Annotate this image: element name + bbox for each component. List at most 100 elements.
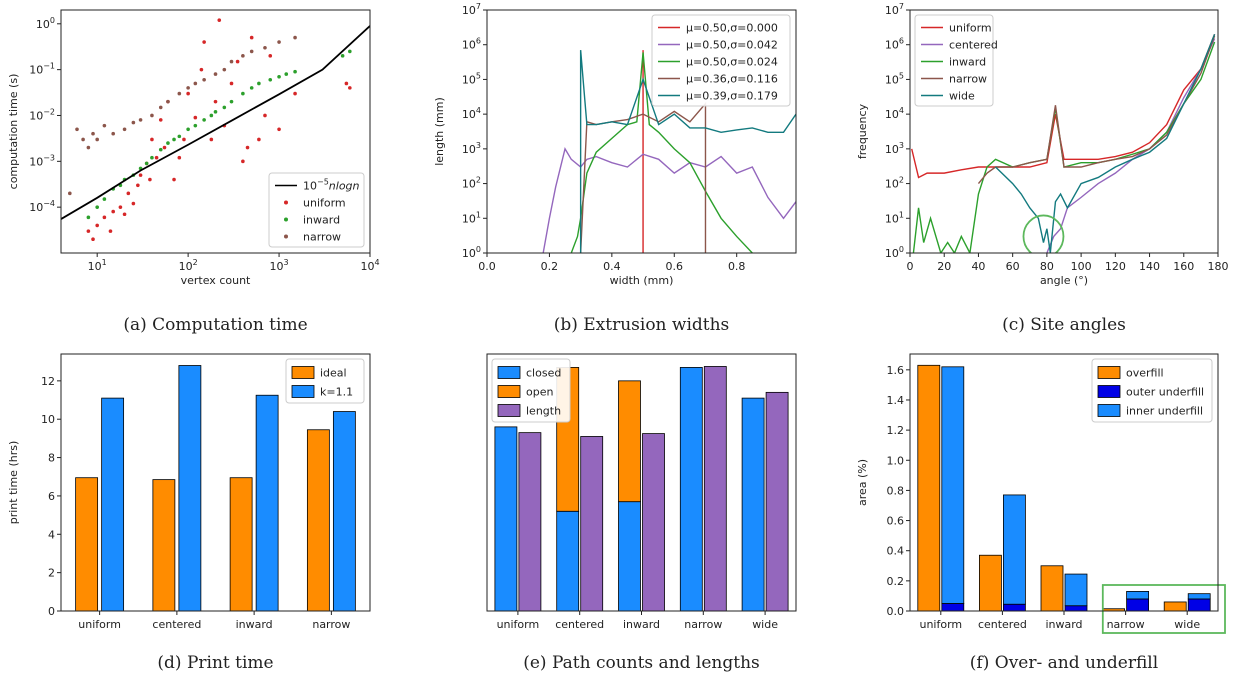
point-uniform <box>162 145 167 150</box>
y-axis-label: computation time (s) <box>7 74 20 190</box>
y-tick-label: 0.4 <box>887 545 905 558</box>
bar-k=1.1 <box>255 394 279 611</box>
y-tick-label: 10 <box>41 413 55 426</box>
legend: uniform centered inward narrow wide <box>914 14 998 107</box>
x-tick-label: 0.8 <box>728 260 746 273</box>
legend-label: uniform <box>949 22 992 35</box>
chart-d: 0 2 4 6 8 10 12 uniform centered inward narrow prin… <box>7 353 371 673</box>
bar-outer-underfill <box>941 603 965 611</box>
y-tick-label: 0.8 <box>887 484 905 497</box>
x-tick-label: 120 <box>1105 260 1126 273</box>
bar-k=1.1 <box>178 365 202 611</box>
point-narrow <box>293 35 297 40</box>
legend: ideal k=1.1 <box>285 358 365 404</box>
point-inward <box>166 141 170 145</box>
axes-frame <box>486 9 797 254</box>
point-inward <box>249 86 254 90</box>
legend-label: open <box>526 386 553 399</box>
point-uniform <box>209 137 214 142</box>
point-uniform <box>182 137 186 142</box>
bar-closed <box>741 397 765 611</box>
y-tick-label: 1.6 <box>887 364 905 377</box>
chart-b: 100 101 102 103 104 105 106 107 0.0 0.2 0.4 0.6 0.8 w… <box>433 2 797 335</box>
y-tick-label: 106 <box>885 37 904 52</box>
legend-label: μ=0.39,σ=0.179 <box>686 90 778 103</box>
y-tick-label: 104 <box>462 106 481 121</box>
legend-swatch <box>497 385 521 398</box>
y-tick-label: 104 <box>885 106 904 121</box>
bar-inner-underfill <box>1064 573 1088 607</box>
point-uniform <box>131 201 136 206</box>
y-tick-label: 107 <box>462 2 481 17</box>
line-μ=0.50,σ=0.024 <box>570 52 753 253</box>
point-inward <box>202 118 206 122</box>
point-narrow <box>222 67 227 72</box>
legend-label: length <box>526 405 561 418</box>
point-narrow <box>186 86 190 90</box>
x-tick-label: centered <box>978 618 1027 631</box>
legend-box <box>651 14 791 107</box>
panel-title: (a) Computation time <box>123 315 307 335</box>
point-narrow <box>150 113 154 118</box>
panel-title: (b) Extrusion widths <box>554 315 730 335</box>
y-tick-label: 2 <box>48 567 55 580</box>
axes-frame <box>909 9 1219 254</box>
x-tick-label: inward <box>1045 618 1082 631</box>
point-narrow <box>111 131 116 136</box>
bar-length <box>765 391 789 611</box>
legend-label: μ=0.50,σ=0.024 <box>686 56 778 69</box>
legend-swatch <box>497 404 521 417</box>
legend-label: narrow <box>303 231 341 244</box>
legend-label: k=1.1 <box>320 386 353 399</box>
point-uniform <box>138 173 143 177</box>
x-tick-label: uniform <box>497 618 540 631</box>
bar-overfill <box>1163 601 1187 611</box>
x-tick-label: 40 <box>971 260 985 273</box>
point-narrow <box>75 127 79 132</box>
line-μ=0.39,σ=0.179 <box>579 50 796 253</box>
bar-closed <box>494 426 518 611</box>
axes-frame <box>486 353 797 612</box>
panel-title: (c) Site angles <box>1002 315 1126 335</box>
point-uniform <box>102 215 107 220</box>
point-narrow <box>68 191 72 196</box>
x-tick-label: wide <box>752 618 778 631</box>
point-uniform <box>213 99 218 104</box>
point-uniform <box>150 137 154 142</box>
point-inward <box>150 155 154 160</box>
point-narrow <box>138 118 143 122</box>
point-narrow <box>213 72 218 76</box>
x-tick-label: narrow <box>684 618 722 631</box>
bar-ideal <box>229 477 253 611</box>
point-narrow <box>102 123 107 128</box>
legend-label: μ=0.50,σ=0.000 <box>686 22 778 35</box>
bar-ideal <box>306 429 330 611</box>
bar-outer-underfill <box>1126 598 1149 611</box>
point-inward <box>340 54 345 58</box>
point-uniform <box>177 155 182 160</box>
point-uniform <box>111 209 116 214</box>
legend-label: closed <box>526 367 561 380</box>
point-narrow <box>177 91 182 96</box>
plot-area-b <box>542 50 796 253</box>
bar-length <box>642 433 665 611</box>
y-tick-label: 4 <box>48 528 55 541</box>
legend-swatch <box>284 200 288 205</box>
x-tick-label: uniform <box>919 618 962 631</box>
point-uniform <box>91 237 95 242</box>
bar-open <box>618 380 641 503</box>
x-tick-label: wide <box>1174 618 1200 631</box>
legend-box <box>268 172 365 248</box>
point-uniform <box>199 67 204 72</box>
x-tick-label: 0.0 <box>478 260 496 273</box>
plot-area-d <box>75 365 356 611</box>
bar-closed <box>556 510 580 611</box>
y-tick-label: 0.2 <box>887 575 905 588</box>
point-uniform <box>202 40 206 44</box>
y-tick-label: 10−4 <box>29 199 55 214</box>
point-inward <box>348 49 352 54</box>
x-tick-label: 102 <box>179 258 198 273</box>
point-uniform <box>277 127 281 132</box>
bar-outer-underfill <box>1064 605 1088 611</box>
legend-label: wide <box>949 90 975 103</box>
